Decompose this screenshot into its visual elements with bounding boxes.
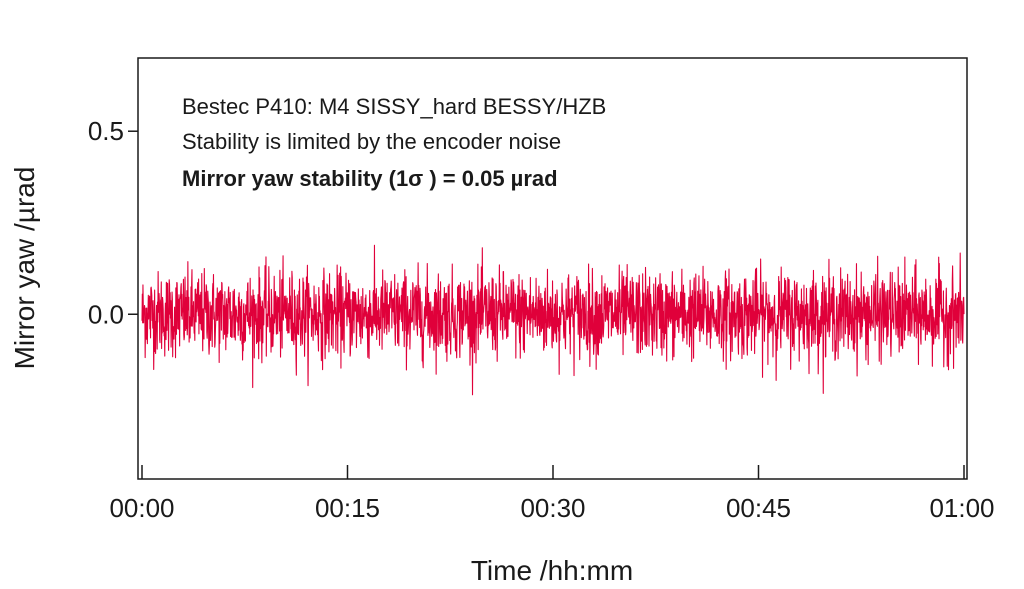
annotation-line-1: Bestec P410: M4 SISSY_hard BESSY/HZB	[182, 94, 606, 119]
x-tick-label: 00:45	[726, 493, 791, 523]
y-tick-label: 0.5	[88, 116, 124, 146]
plot-frame	[137, 57, 968, 480]
x-tick-label: 00:15	[315, 493, 380, 523]
x-tick-label: 00:00	[109, 493, 174, 523]
x-axis-title: Time /hh:mm	[471, 555, 633, 586]
y-tick-label: 0.0	[88, 299, 124, 329]
y-axis-title: Mirror yaw /µrad	[9, 167, 40, 370]
series-line	[141, 244, 965, 396]
annotation-line-3: Mirror yaw stability (1σ ) = 0.05 µrad	[182, 166, 558, 191]
y-axis: 0.5 0.0	[88, 116, 138, 329]
x-tick-label: 01:00	[929, 493, 994, 523]
x-tick-label: 00:30	[520, 493, 585, 523]
annotation-line-2: Stability is limited by the encoder nois…	[182, 129, 561, 154]
series-layer	[141, 244, 965, 396]
x-axis: 00:00 00:15 00:30 00:45 01:00	[109, 465, 995, 523]
